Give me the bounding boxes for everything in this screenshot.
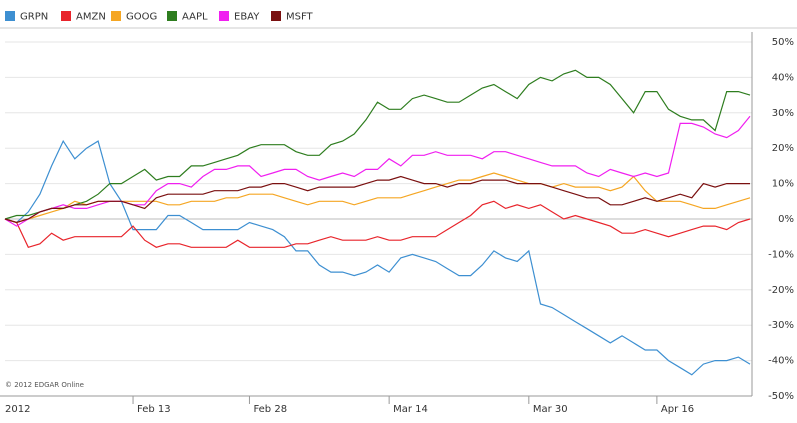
y-tick-label: -40%: [768, 356, 794, 367]
y-tick-label: 10%: [772, 179, 794, 190]
legend-swatch: [219, 11, 229, 21]
legend-swatch: [5, 11, 15, 21]
y-tick-label: -50%: [768, 391, 794, 402]
series-line: [4, 175, 750, 224]
legend-swatch: [61, 11, 71, 21]
y-tick-label: -20%: [768, 285, 794, 296]
series-line: [4, 172, 751, 224]
y-tick-label: -10%: [768, 249, 794, 260]
y-tick-label: 0%: [778, 214, 794, 225]
y-tick-label: -30%: [768, 320, 794, 331]
y-tick-label: 50%: [772, 37, 794, 48]
legend-swatch: [271, 11, 281, 21]
x-tick-label: Apr 16: [661, 404, 694, 415]
series-line: [4, 139, 751, 376]
series-line: [4, 115, 751, 227]
legend-label: AAPL: [182, 12, 208, 23]
y-tick-label: 40%: [772, 72, 794, 83]
x-tick-label: Mar 14: [393, 404, 428, 415]
legend-label: AMZN: [76, 12, 106, 23]
legend-label: GRPN: [20, 12, 48, 23]
series-line: [4, 69, 751, 220]
legend-swatch: [167, 11, 177, 21]
y-tick-label: 30%: [772, 108, 794, 119]
y-tick-label: 20%: [772, 143, 794, 154]
legend-label: EBAY: [234, 12, 260, 23]
source: © 2012 EDGAR Online: [5, 381, 84, 389]
x-tick-label: Feb 28: [253, 404, 287, 415]
x-tick-label: Mar 30: [533, 404, 568, 415]
x-tick-label: 2012: [5, 404, 30, 415]
x-tick-label: Feb 13: [137, 404, 171, 415]
legend-label: GOOG: [126, 12, 157, 23]
series-line: [4, 200, 751, 249]
legend-swatch: [111, 11, 121, 21]
legend-label: MSFT: [286, 12, 314, 23]
